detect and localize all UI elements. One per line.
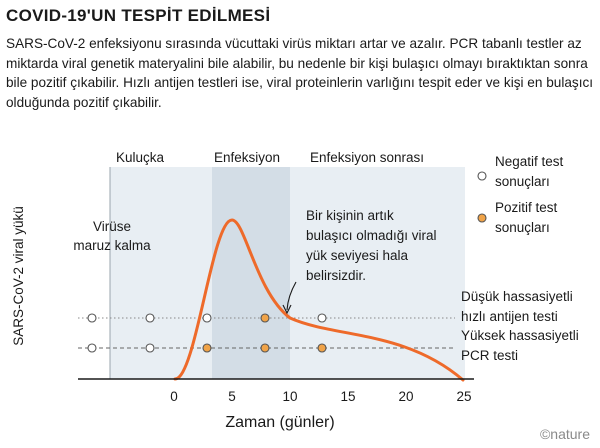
annotation-line4: belirsizdir.	[306, 268, 366, 283]
incubation-band	[110, 167, 212, 379]
antigen-test-label-line1: Düşük hassasiyetli	[461, 289, 573, 304]
antigen-result-negative	[145, 313, 155, 323]
legend-positive-line2: sonuçları	[495, 220, 550, 235]
pcr-result-negative	[87, 343, 97, 353]
x-tick-label: 15	[340, 389, 355, 404]
pcr-test-label-line1: Yüksek hassasiyetli	[461, 328, 579, 343]
exposure-label-line1: Virüse	[93, 219, 131, 234]
annotation-line2: bulaşıcı olmadığı viral	[306, 228, 437, 243]
legend-negative-line2: sonuçları	[495, 174, 550, 189]
phase-label-incubation: Kuluçka	[116, 150, 165, 165]
pcr-result-negative	[145, 343, 155, 353]
x-tick-label: 0	[170, 389, 178, 404]
pcr-test-label-line2: PCR testi	[461, 348, 518, 363]
infection-band	[212, 167, 290, 379]
legend-positive-marker	[477, 213, 487, 223]
page-subtitle: SARS-CoV-2 enfeksiyonu sırasında vücutta…	[6, 36, 594, 110]
antigen-result-negative	[202, 313, 212, 323]
pcr-result-positive	[317, 343, 327, 353]
pcr-result-positive	[202, 343, 212, 353]
legend-negative-line1: Negatif test	[495, 154, 564, 169]
annotation-arrowhead	[282, 304, 292, 315]
page-title: COVID-19'UN TESPİT EDİLMESİ	[6, 6, 271, 25]
phase-label-infection: Enfeksiyon	[214, 150, 280, 165]
antigen-result-negative	[87, 313, 97, 323]
nature-credit: ©nature	[539, 426, 590, 442]
viral-load-curve	[173, 218, 465, 382]
phase-label-post-infection: Enfeksiyon sonrası	[310, 150, 424, 165]
x-tick-label: 10	[282, 389, 297, 404]
annotation-arrow	[286, 281, 297, 311]
x-tick-label: 5	[228, 389, 236, 404]
post-infection-band	[290, 167, 465, 379]
y-axis-label: SARS-CoV-2 viral yükü	[11, 206, 26, 346]
antigen-result-positive	[260, 313, 270, 323]
antigen-test-label-line2: hızlı antijen testi	[461, 309, 558, 324]
legend-negative-marker	[477, 171, 487, 181]
x-tick-label: 20	[398, 389, 413, 404]
annotation-line1: Bir kişinin artık	[306, 208, 394, 223]
x-axis-label: Zaman (günler)	[225, 414, 334, 431]
annotation-line3: yük seviyesi hala	[306, 248, 409, 263]
legend-positive-line1: Pozitif test	[495, 200, 558, 215]
pcr-result-positive	[260, 343, 270, 353]
antigen-result-negative	[317, 313, 327, 323]
x-tick-label: 25	[456, 389, 471, 404]
exposure-label-line2: maruz kalma	[73, 238, 151, 253]
